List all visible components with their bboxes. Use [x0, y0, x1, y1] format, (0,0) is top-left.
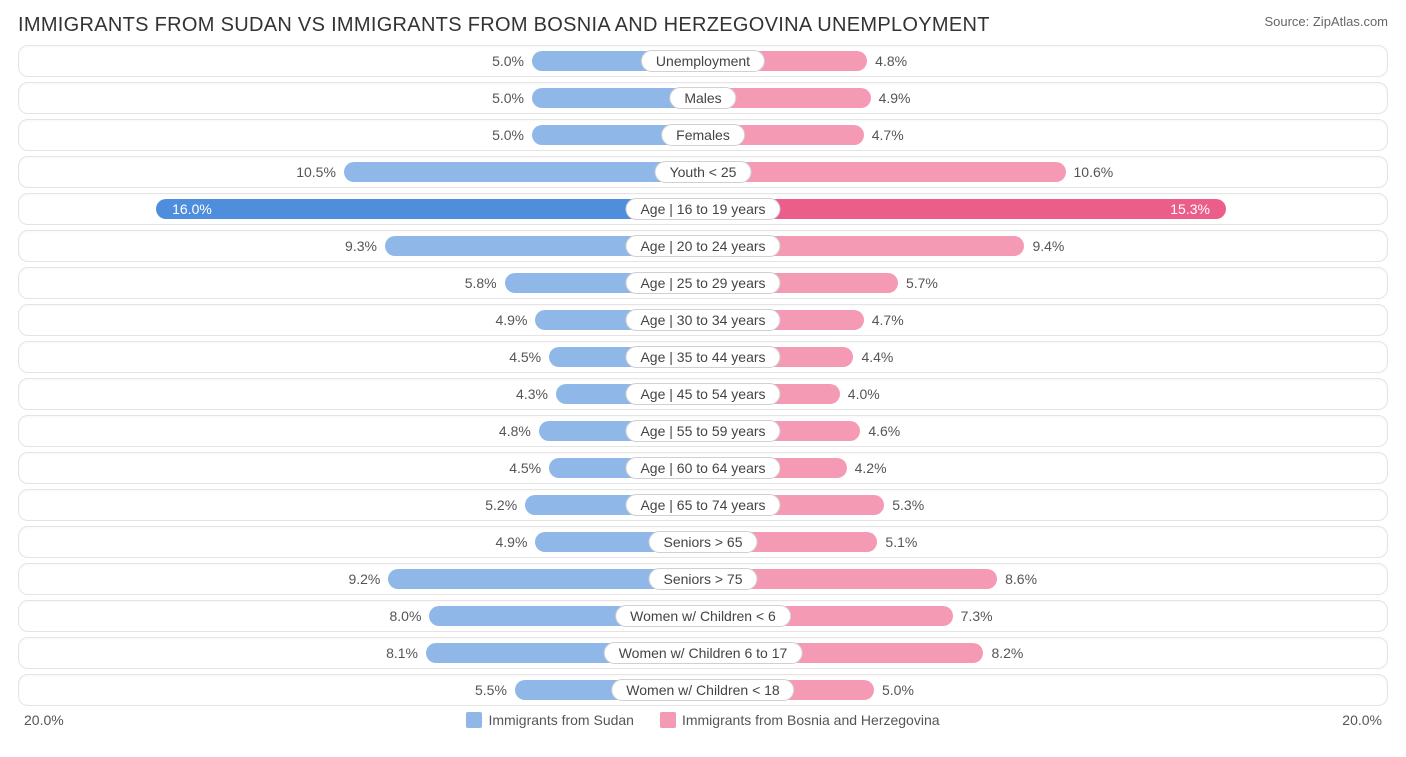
value-left: 5.0%: [492, 120, 524, 150]
value-right: 15.3%: [1170, 194, 1210, 224]
value-right: 5.3%: [892, 490, 924, 520]
value-left: 4.5%: [509, 342, 541, 372]
value-right: 5.0%: [882, 675, 914, 705]
bar-row: 4.9% 5.1% Seniors > 65: [18, 526, 1388, 558]
legend-item-right: Immigrants from Bosnia and Herzegovina: [660, 712, 940, 728]
bar-row: 4.5% 4.4% Age | 35 to 44 years: [18, 341, 1388, 373]
category-label: Age | 16 to 19 years: [625, 198, 780, 220]
legend-item-left: Immigrants from Sudan: [466, 712, 634, 728]
header: IMMIGRANTS FROM SUDAN VS IMMIGRANTS FROM…: [18, 14, 1388, 37]
category-label: Age | 60 to 64 years: [625, 457, 780, 479]
bar-row: 16.0% 15.3% Age | 16 to 19 years: [18, 193, 1388, 225]
value-right: 4.9%: [879, 83, 911, 113]
category-label: Women w/ Children < 6: [615, 605, 791, 627]
bar-row: 10.5% 10.6% Youth < 25: [18, 156, 1388, 188]
bar-row: 4.5% 4.2% Age | 60 to 64 years: [18, 452, 1388, 484]
value-left: 4.8%: [499, 416, 531, 446]
value-left: 8.0%: [389, 601, 421, 631]
bar-row: 9.3% 9.4% Age | 20 to 24 years: [18, 230, 1388, 262]
bar-row: 4.9% 4.7% Age | 30 to 34 years: [18, 304, 1388, 336]
value-right: 4.0%: [848, 379, 880, 409]
bar-row: 5.8% 5.7% Age | 25 to 29 years: [18, 267, 1388, 299]
value-right: 10.6%: [1074, 157, 1114, 187]
value-left: 5.0%: [492, 46, 524, 76]
axis-max-left: 20.0%: [24, 712, 64, 728]
category-label: Seniors > 65: [649, 531, 758, 553]
bar-row: 5.2% 5.3% Age | 65 to 74 years: [18, 489, 1388, 521]
value-right: 4.6%: [868, 416, 900, 446]
category-label: Seniors > 75: [649, 568, 758, 590]
value-left: 16.0%: [172, 194, 212, 224]
bar-row: 5.0% 4.7% Females: [18, 119, 1388, 151]
category-label: Age | 35 to 44 years: [625, 346, 780, 368]
axis-max-right: 20.0%: [1342, 712, 1382, 728]
diverging-bar-chart: 5.0% 4.8% Unemployment 5.0% 4.9% Males 5.0% 4.7…: [18, 45, 1388, 706]
value-left: 8.1%: [386, 638, 418, 668]
legend-swatch-icon: [466, 712, 482, 728]
category-label: Youth < 25: [655, 161, 752, 183]
bar-row: 4.3% 4.0% Age | 45 to 54 years: [18, 378, 1388, 410]
category-label: Males: [669, 87, 736, 109]
value-right: 4.7%: [872, 305, 904, 335]
value-right: 4.8%: [875, 46, 907, 76]
category-label: Age | 65 to 74 years: [625, 494, 780, 516]
bar-right: [703, 162, 1066, 182]
category-label: Unemployment: [641, 50, 765, 72]
value-right: 8.2%: [991, 638, 1023, 668]
value-right: 4.4%: [861, 342, 893, 372]
value-left: 4.5%: [509, 453, 541, 483]
category-label: Age | 25 to 29 years: [625, 272, 780, 294]
value-left: 5.5%: [475, 675, 507, 705]
value-right: 7.3%: [961, 601, 993, 631]
bar-row: 5.0% 4.9% Males: [18, 82, 1388, 114]
value-right: 9.4%: [1032, 231, 1064, 261]
legend-label-right: Immigrants from Bosnia and Herzegovina: [682, 712, 940, 728]
category-label: Age | 55 to 59 years: [625, 420, 780, 442]
category-label: Women w/ Children 6 to 17: [604, 642, 803, 664]
value-right: 8.6%: [1005, 564, 1037, 594]
value-right: 4.7%: [872, 120, 904, 150]
value-left: 5.0%: [492, 83, 524, 113]
bar-left: [156, 199, 703, 219]
category-label: Age | 30 to 34 years: [625, 309, 780, 331]
value-left: 4.9%: [496, 305, 528, 335]
legend-swatch-icon: [660, 712, 676, 728]
value-left: 10.5%: [296, 157, 336, 187]
bar-row: 8.0% 7.3% Women w/ Children < 6: [18, 600, 1388, 632]
category-label: Age | 45 to 54 years: [625, 383, 780, 405]
bar-row: 9.2% 8.6% Seniors > 75: [18, 563, 1388, 595]
value-left: 9.3%: [345, 231, 377, 261]
value-right: 4.2%: [855, 453, 887, 483]
value-left: 9.2%: [348, 564, 380, 594]
value-left: 4.9%: [496, 527, 528, 557]
source-credit: Source: ZipAtlas.com: [1264, 14, 1388, 29]
bar-left: [344, 162, 703, 182]
legend: Immigrants from Sudan Immigrants from Bo…: [64, 712, 1343, 728]
category-label: Females: [661, 124, 745, 146]
bar-row: 5.5% 5.0% Women w/ Children < 18: [18, 674, 1388, 706]
bar-row: 4.8% 4.6% Age | 55 to 59 years: [18, 415, 1388, 447]
legend-label-left: Immigrants from Sudan: [488, 712, 634, 728]
chart-footer: 20.0% Immigrants from Sudan Immigrants f…: [18, 712, 1388, 728]
value-left: 5.2%: [485, 490, 517, 520]
bar-right: [703, 199, 1226, 219]
chart-title: IMMIGRANTS FROM SUDAN VS IMMIGRANTS FROM…: [18, 14, 990, 37]
value-left: 5.8%: [465, 268, 497, 298]
bar-row: 5.0% 4.8% Unemployment: [18, 45, 1388, 77]
category-label: Women w/ Children < 18: [611, 679, 794, 701]
category-label: Age | 20 to 24 years: [625, 235, 780, 257]
bar-row: 8.1% 8.2% Women w/ Children 6 to 17: [18, 637, 1388, 669]
value-left: 4.3%: [516, 379, 548, 409]
value-right: 5.1%: [885, 527, 917, 557]
value-right: 5.7%: [906, 268, 938, 298]
